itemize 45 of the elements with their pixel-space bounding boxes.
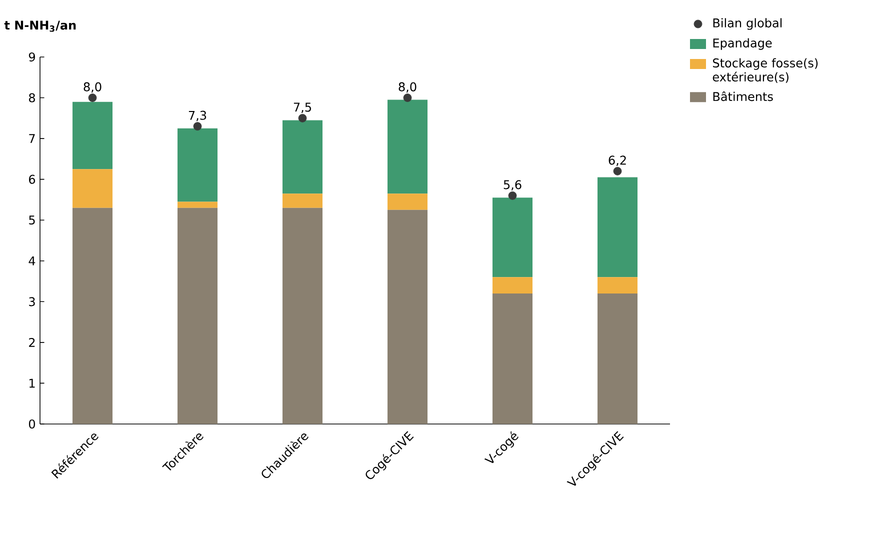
data-label: 8,0 bbox=[84, 82, 102, 93]
bar bbox=[282, 208, 323, 424]
bar bbox=[388, 210, 428, 424]
legend-label: Bilan global bbox=[713, 18, 782, 30]
point bbox=[403, 94, 412, 102]
bar bbox=[72, 102, 113, 170]
legend-label: Bâtiments bbox=[713, 91, 773, 102]
y-tick-label: 0 bbox=[28, 419, 36, 429]
point bbox=[508, 191, 517, 200]
bar bbox=[72, 208, 113, 424]
data-label: 6,2 bbox=[608, 156, 626, 166]
y-tick-label: 6 bbox=[29, 174, 36, 184]
bar bbox=[598, 277, 638, 294]
y-tick-label: 4 bbox=[28, 256, 36, 266]
bar bbox=[388, 100, 428, 194]
point bbox=[193, 122, 202, 131]
y-tick-label: 1 bbox=[29, 378, 35, 388]
legend-label: Stockage fosse(s) extérieure(s) bbox=[712, 58, 818, 83]
y-axis-title: t N-NH$_{3}$/an bbox=[4, 20, 76, 32]
bar bbox=[598, 293, 638, 424]
bar bbox=[72, 169, 113, 208]
bar bbox=[492, 293, 533, 424]
bar bbox=[492, 198, 533, 278]
point bbox=[88, 94, 97, 102]
bar bbox=[178, 202, 218, 208]
bar bbox=[282, 194, 323, 208]
point bbox=[613, 166, 622, 176]
legend-label: Epandage bbox=[713, 38, 772, 50]
data-label: 7,5 bbox=[294, 102, 312, 113]
bar bbox=[388, 194, 428, 210]
data-label: 5,6 bbox=[504, 180, 522, 190]
point bbox=[298, 114, 307, 122]
bar bbox=[282, 120, 323, 194]
bar bbox=[492, 277, 533, 294]
y-tick-label: 5 bbox=[29, 216, 35, 225]
bar bbox=[178, 208, 218, 424]
bar bbox=[598, 177, 638, 278]
data-label: 8,0 bbox=[398, 82, 416, 93]
y-tick-label: 8 bbox=[28, 93, 35, 102]
y-tick-label: 2 bbox=[29, 338, 35, 347]
y-tick-label: 3 bbox=[29, 297, 35, 306]
y-tick-label: 7 bbox=[29, 134, 35, 143]
data-label: 7,3 bbox=[188, 110, 206, 122]
y-tick-label: 9 bbox=[28, 52, 35, 62]
bar bbox=[178, 128, 218, 202]
